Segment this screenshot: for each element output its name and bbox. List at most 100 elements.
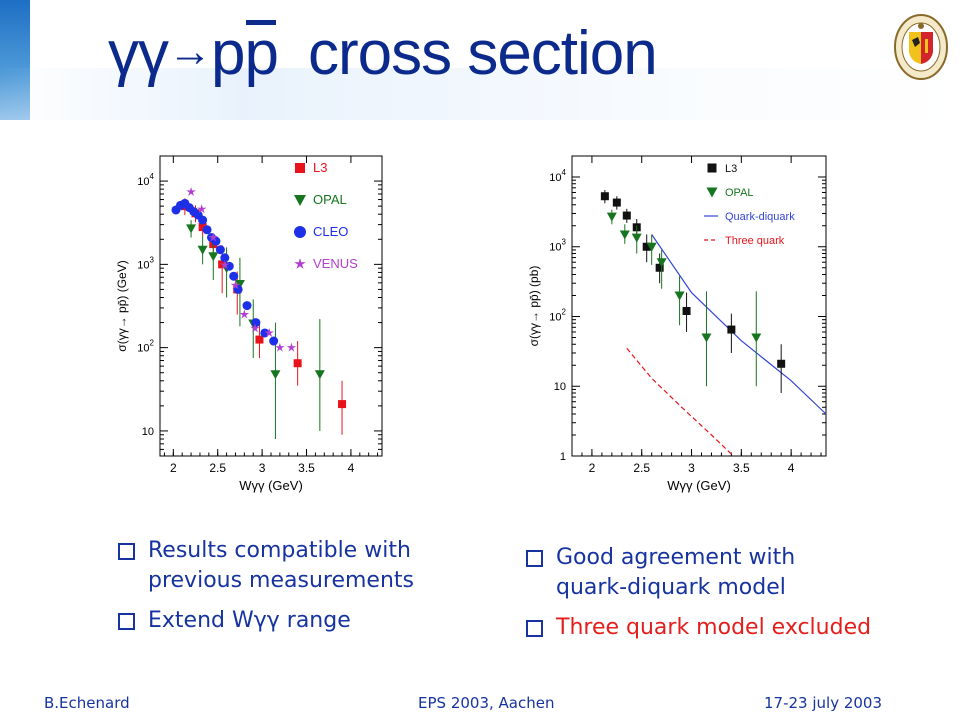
l3-data-point bbox=[255, 335, 264, 344]
cleo-data-point bbox=[269, 336, 279, 346]
legend-l3-marker bbox=[295, 163, 305, 173]
legend-venus-label: VENUS bbox=[313, 256, 358, 271]
opal-data-point bbox=[631, 233, 642, 243]
x-tick-label: 4 bbox=[348, 461, 355, 475]
venus-data-point bbox=[230, 280, 241, 290]
y-tick-label: 103 bbox=[137, 255, 154, 271]
cleo-data-point bbox=[229, 271, 239, 281]
plot-frame bbox=[159, 155, 383, 457]
x-tick-label: 3 bbox=[688, 461, 695, 475]
y-tick-label: 103 bbox=[549, 238, 566, 254]
bullet-line: Results compatible with bbox=[148, 538, 411, 563]
y-axis-label: σ(γγ→ pp̄) (pb) bbox=[528, 266, 541, 347]
x-tick-label: 3 bbox=[259, 461, 266, 475]
y-tick-label: 10 bbox=[142, 426, 154, 438]
cleo-data-point bbox=[242, 301, 252, 311]
l3-data-point bbox=[622, 211, 631, 220]
venus-data-point bbox=[264, 328, 274, 337]
legend-opal-marker bbox=[706, 187, 718, 198]
venus-data-point bbox=[275, 342, 285, 352]
checkbox-bullet-icon bbox=[526, 620, 543, 637]
opal-data-point bbox=[208, 252, 219, 262]
bullets-right: Good agreement with quark-diquark model … bbox=[526, 543, 926, 653]
x-tick-label: 3.5 bbox=[298, 461, 315, 475]
y-axis-label: σ(γγ→ pp̄) (GeV) bbox=[115, 260, 129, 351]
y-tick-label: 1 bbox=[560, 451, 566, 463]
legend-venus-marker bbox=[294, 258, 306, 269]
cleo-data-point bbox=[198, 215, 208, 225]
footer-date: 17-23 july 2003 bbox=[764, 694, 883, 712]
curve-quark-diquark bbox=[651, 234, 827, 415]
y-tick-label: 104 bbox=[549, 168, 566, 184]
legend-l3-marker bbox=[707, 163, 717, 173]
opal-data-point bbox=[751, 333, 762, 343]
legend-quark-diquark-label: Quark-diquark bbox=[725, 211, 795, 223]
title-proton: p bbox=[211, 19, 245, 88]
bullets-left: Results compatible with previous measure… bbox=[118, 536, 458, 646]
curve-three-quark bbox=[626, 347, 734, 457]
x-tick-label: 3.5 bbox=[733, 461, 750, 475]
bullet-extend-range: Extend Wγγ range bbox=[118, 606, 458, 636]
legend-three-quark-label: Three quark bbox=[725, 235, 785, 247]
l3-data-point bbox=[198, 223, 207, 232]
opal-data-point bbox=[186, 224, 197, 234]
y-tick-label: 102 bbox=[549, 307, 566, 323]
l3-data-point bbox=[727, 325, 736, 334]
plot-frame bbox=[571, 155, 827, 457]
opal-data-point bbox=[606, 212, 617, 222]
opal-data-point bbox=[197, 245, 208, 255]
venus-data-point bbox=[186, 187, 196, 196]
slide-title: γγ→pp cross section bbox=[108, 18, 658, 89]
legend-opal-label: OPAL bbox=[313, 192, 347, 207]
x-tick-label: 2 bbox=[170, 461, 177, 475]
chart-right: 2 2.5 3 3.5 4 1 10 102 103 104 Wγγ (GeV) σ(γγ→ pp̄)… bbox=[528, 155, 827, 493]
venus-data-point bbox=[208, 232, 218, 242]
bullet-line: Extend Wγγ range bbox=[148, 608, 351, 633]
title-text: cross section bbox=[307, 19, 658, 88]
checkbox-bullet-icon bbox=[118, 543, 135, 560]
y-tick-label: 102 bbox=[137, 339, 154, 355]
opal-data-point bbox=[646, 242, 657, 252]
checkbox-bullet-icon bbox=[526, 550, 543, 567]
x-tick-label: 2 bbox=[589, 461, 596, 475]
x-axis-label: Wγγ (GeV) bbox=[667, 478, 731, 493]
bullet-good-agreement: Good agreement with quark-diquark model bbox=[526, 543, 926, 603]
bullet-line: quark-diquark model bbox=[556, 575, 786, 600]
y-tick-label: 104 bbox=[137, 172, 154, 188]
venus-data-point bbox=[286, 342, 297, 352]
legend-l3-label: L3 bbox=[313, 160, 327, 175]
opal-data-point bbox=[619, 230, 630, 240]
legend-opal-marker bbox=[294, 195, 306, 206]
title-antiproton: p bbox=[244, 19, 278, 88]
bullet-line: Good agreement with bbox=[556, 545, 796, 570]
opal-data-point bbox=[674, 291, 685, 301]
chart-left: 2 2.5 3 3.5 4 10 102 103 104 Wγγ (GeV) σ(γγ→ pp̄) … bbox=[115, 155, 383, 493]
l3-data-point bbox=[612, 198, 621, 207]
cleo-data-point bbox=[220, 253, 230, 263]
venus-data-point bbox=[250, 323, 260, 333]
cleo-data-point bbox=[215, 245, 225, 255]
footer-event: EPS 2003, Aachen bbox=[418, 694, 555, 712]
cleo-data-point bbox=[251, 318, 261, 328]
l3-data-point bbox=[682, 306, 691, 315]
title-highlight-bar bbox=[0, 68, 960, 120]
checkbox-bullet-icon bbox=[118, 613, 135, 630]
university-seal-logo bbox=[894, 14, 948, 80]
l3-data-point bbox=[777, 359, 786, 368]
x-tick-label: 2.5 bbox=[633, 461, 650, 475]
bullet-results-compatible: Results compatible with previous measure… bbox=[118, 536, 458, 596]
opal-data-point bbox=[656, 258, 667, 268]
x-tick-label: 2.5 bbox=[209, 461, 226, 475]
y-tick-label: 10 bbox=[554, 381, 566, 393]
legend-cleo-marker bbox=[294, 226, 306, 238]
opal-data-point bbox=[314, 370, 325, 380]
bullet-three-quark-excluded: Three quark model excluded bbox=[526, 613, 926, 643]
title-gamma-gamma: γγ bbox=[108, 19, 169, 88]
l3-data-point bbox=[293, 359, 302, 368]
venus-data-point bbox=[220, 260, 230, 270]
opal-data-point bbox=[701, 333, 712, 343]
l3-data-point bbox=[600, 192, 609, 201]
x-tick-label: 4 bbox=[788, 461, 795, 475]
bullet-line: previous measurements bbox=[148, 568, 414, 593]
l3-data-point bbox=[338, 400, 347, 409]
